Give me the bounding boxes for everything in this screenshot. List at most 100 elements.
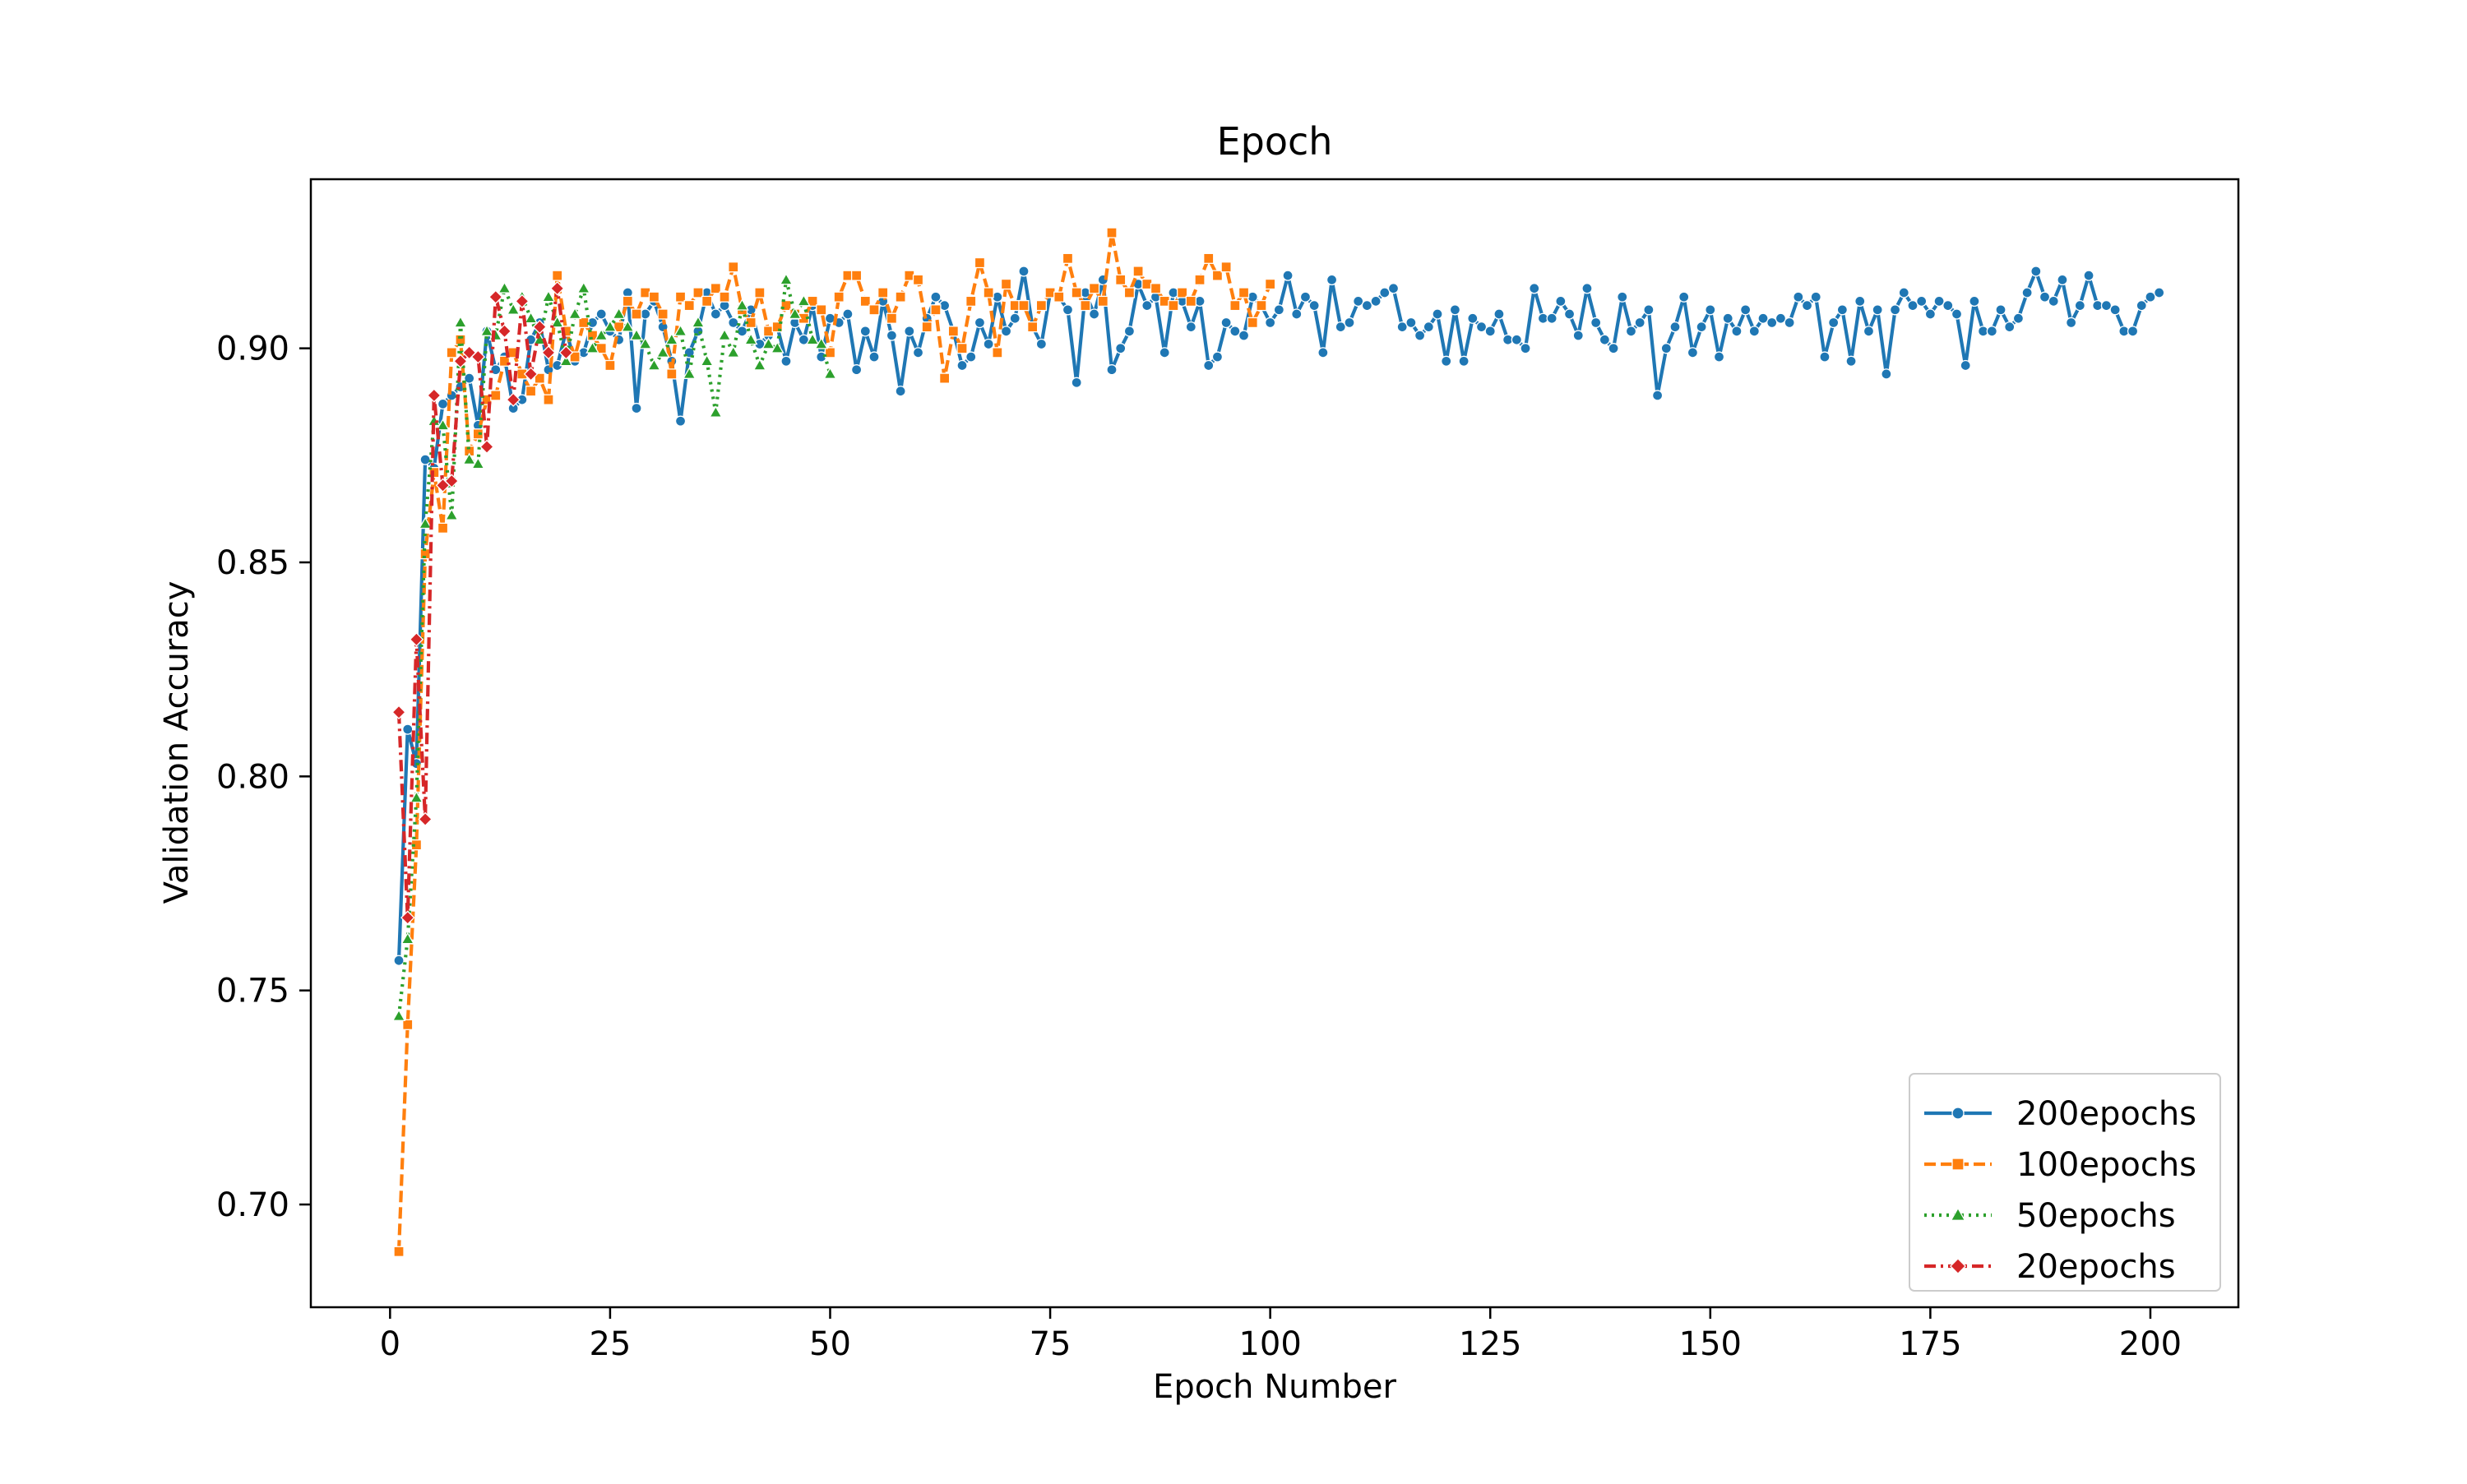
data-point xyxy=(2136,299,2147,312)
data-point xyxy=(1590,317,1602,329)
data-point xyxy=(1220,317,1232,329)
data-point xyxy=(515,294,530,309)
data-point xyxy=(558,345,574,360)
data-point xyxy=(2074,299,2085,312)
data-point xyxy=(1150,283,1162,294)
data-point xyxy=(604,359,616,372)
data-point xyxy=(462,452,476,465)
data-point xyxy=(1881,368,1892,380)
data-point xyxy=(1282,270,1294,281)
data-point xyxy=(1247,317,1258,329)
data-point xyxy=(444,474,459,488)
data-point xyxy=(1458,355,1470,367)
data-point xyxy=(2100,299,2113,312)
data-point xyxy=(1009,312,1021,324)
x-tick-label: 75 xyxy=(1030,1325,1072,1363)
data-point xyxy=(1080,299,1091,312)
data-point xyxy=(1185,321,1196,333)
data-point xyxy=(393,955,405,966)
data-point xyxy=(1441,355,1452,367)
data-point xyxy=(983,338,994,350)
data-point xyxy=(1115,343,1127,354)
data-point xyxy=(391,1009,406,1021)
data-point xyxy=(437,522,449,534)
data-point xyxy=(1687,347,1699,358)
x-tick-label: 0 xyxy=(380,1325,400,1363)
data-point xyxy=(541,345,556,360)
series-20epochs xyxy=(391,281,574,925)
data-point xyxy=(1546,312,1557,324)
data-point xyxy=(1863,326,1875,337)
data-point xyxy=(1088,308,1100,320)
data-point xyxy=(567,307,582,320)
data-point xyxy=(816,304,827,316)
data-point xyxy=(1353,295,1364,307)
data-point xyxy=(2127,326,2139,337)
data-point xyxy=(1027,321,1039,333)
data-point xyxy=(1581,283,1593,294)
data-point xyxy=(1467,312,1479,324)
data-point xyxy=(1872,304,1883,316)
data-point xyxy=(1933,295,1945,307)
data-point xyxy=(1529,283,1540,294)
data-point xyxy=(1370,295,1382,307)
data-point xyxy=(1291,308,1303,320)
data-point xyxy=(1088,283,1100,294)
data-point xyxy=(1916,295,1928,307)
data-point xyxy=(1317,347,1329,358)
data-point xyxy=(1960,359,1971,372)
data-point xyxy=(612,307,626,320)
data-point xyxy=(498,281,511,294)
data-point xyxy=(1643,304,1655,316)
data-point xyxy=(2083,270,2094,281)
data-point xyxy=(1062,252,1074,264)
data-point xyxy=(1097,295,1109,307)
chart-title: Epoch xyxy=(1217,119,1333,164)
data-point xyxy=(666,368,678,380)
x-tick-label: 25 xyxy=(589,1325,631,1363)
data-point xyxy=(410,839,423,851)
data-point xyxy=(1669,321,1681,333)
data-point xyxy=(471,456,485,469)
data-point xyxy=(1000,326,1012,337)
data-point xyxy=(1071,377,1082,388)
data-point xyxy=(1194,274,1206,286)
data-point xyxy=(1203,359,1215,372)
legend-box xyxy=(1909,1073,2221,1292)
data-point xyxy=(1810,291,1821,303)
legend-swatch-marker xyxy=(1951,1158,1965,1171)
data-point xyxy=(1705,304,1716,316)
data-point xyxy=(992,347,1003,358)
data-point xyxy=(974,257,986,269)
data-point xyxy=(823,367,837,379)
data-point xyxy=(965,351,977,363)
data-point xyxy=(886,312,898,324)
data-point xyxy=(409,632,424,647)
data-point xyxy=(1757,312,1769,324)
data-point xyxy=(552,270,563,281)
data-point xyxy=(805,332,820,345)
data-point xyxy=(930,304,942,316)
data-point xyxy=(868,351,880,363)
data-point xyxy=(1572,330,1584,341)
data-point xyxy=(2057,274,2068,286)
data-point xyxy=(2065,317,2077,329)
data-point xyxy=(1053,291,1065,303)
data-point xyxy=(1396,321,1408,333)
plot-series xyxy=(391,227,2165,1257)
data-point xyxy=(569,351,581,363)
data-point xyxy=(1405,317,1417,329)
data-point xyxy=(904,326,915,337)
series-line xyxy=(396,231,1272,1252)
data-point xyxy=(1775,312,1787,324)
data-point xyxy=(657,308,669,320)
data-point xyxy=(1520,343,1531,354)
data-point xyxy=(648,291,660,303)
data-point xyxy=(534,372,545,384)
data-point xyxy=(629,328,644,341)
data-point xyxy=(859,295,871,307)
data-point xyxy=(814,336,829,349)
data-point xyxy=(631,402,642,414)
data-point xyxy=(620,320,635,332)
